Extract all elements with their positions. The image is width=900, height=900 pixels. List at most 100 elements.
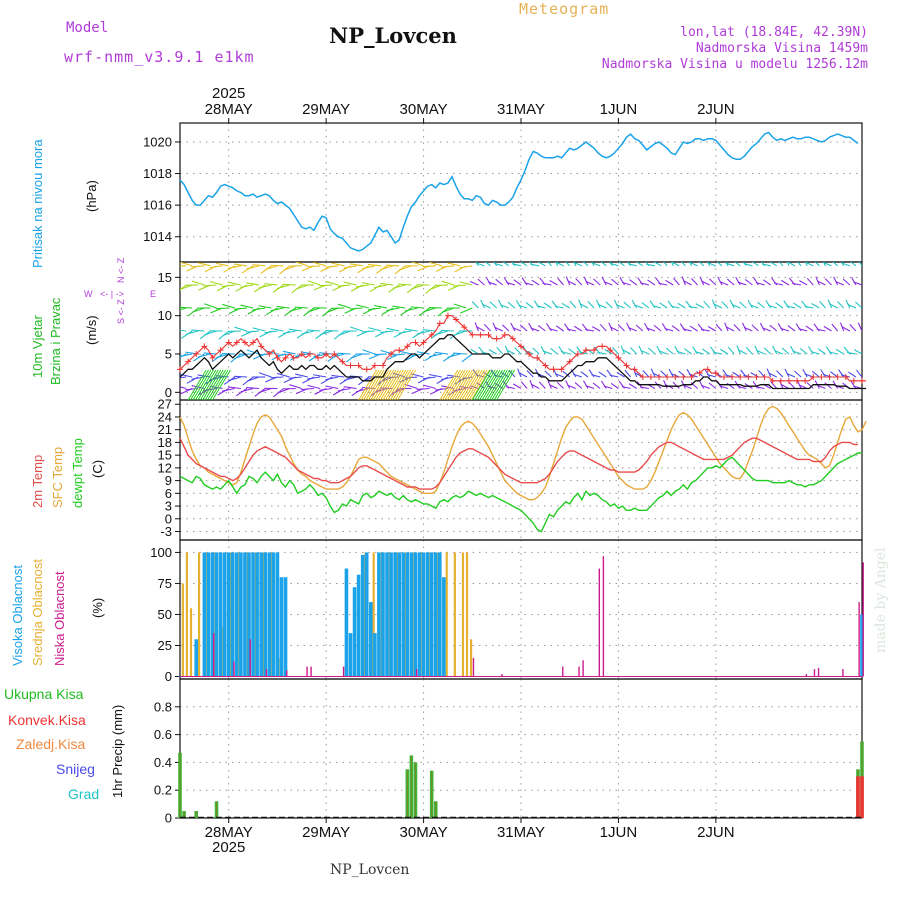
wind-barb: [501, 324, 510, 332]
wind-barb: [296, 330, 309, 339]
wind-barb: [398, 350, 412, 355]
wind-strong-hatch: [461, 369, 481, 400]
wind-barb: [520, 381, 528, 389]
wind-barb: [565, 262, 571, 267]
wind-barb: [753, 277, 759, 286]
cloud-high-bar: [389, 552, 393, 677]
cloud-high-bar: [271, 552, 276, 677]
wind-barb: [663, 262, 668, 267]
wind-gust-marker: [233, 339, 240, 346]
wind-barb: [203, 284, 217, 287]
wind-barb: [484, 262, 491, 267]
wind-gust-marker: [850, 377, 857, 384]
precip-conv-label: Konvek.Kisa: [8, 712, 86, 728]
cloud-high-bar: [344, 568, 349, 677]
wind-barb: [786, 262, 796, 267]
wind-barb: [288, 376, 302, 379]
cloud-high-bar: [356, 574, 361, 677]
wind-barb: [579, 303, 589, 309]
cloud-high-bar: [230, 552, 235, 677]
wind-barb: [841, 326, 851, 332]
wind-gust-marker: [761, 374, 768, 380]
wind-barb: [487, 281, 497, 286]
precip-frz-label: Zaledj.Kisa: [16, 736, 86, 752]
wind-gust-marker: [444, 312, 451, 319]
wind-barb: [240, 304, 254, 309]
wind-barb: [707, 262, 711, 267]
wind-barb: [646, 263, 656, 267]
temperature-ytick-label: 15: [158, 448, 172, 463]
wind-barb: [858, 262, 862, 267]
wind-barb: [307, 384, 321, 390]
wind-strong-hatch: [360, 369, 380, 400]
wind-barb: [547, 262, 552, 267]
wind-barb: [453, 284, 467, 287]
wind-barb: [204, 330, 217, 336]
wind-barb: [761, 263, 771, 267]
wind-barb: [585, 280, 595, 286]
wind-barb: [807, 346, 814, 355]
wind-strong-hatch: [449, 369, 468, 400]
wind-barb: [180, 377, 181, 378]
cloud-high-bar: [267, 552, 272, 677]
cloud-high-bar: [235, 552, 239, 677]
wind-barb: [605, 301, 613, 309]
compass-east: E: [150, 289, 157, 299]
wind-gust-marker: [404, 343, 411, 350]
wind-barb: [447, 262, 461, 267]
wind-barb: [853, 281, 862, 286]
wind-barb: [816, 328, 826, 332]
wind-gust-marker: [388, 351, 395, 357]
wind-gust-marker: [501, 331, 508, 338]
wind-barb: [603, 281, 613, 286]
wind-barb: [513, 279, 522, 286]
wind-barb: [671, 325, 680, 332]
wind-barb: [725, 326, 735, 332]
wind-barb: [441, 265, 455, 268]
cloud-mid-bar: [181, 583, 184, 677]
cloud-high-bar: [206, 552, 211, 677]
wind-barb: [264, 330, 278, 334]
day-label-top: 1JUN: [600, 101, 638, 118]
wind-barb: [215, 262, 229, 267]
wind-barb: [671, 262, 680, 267]
wind-barb: [325, 376, 339, 381]
wind-strong-hatch: [488, 369, 508, 400]
cloud-high-bar: [429, 552, 434, 677]
wind-barb: [573, 262, 583, 267]
wind-barb: [674, 346, 680, 355]
wind-barb: [855, 301, 862, 309]
wind-gust-marker: [615, 354, 622, 361]
wind-barb: [307, 307, 321, 313]
cloud-mid-bar: [469, 639, 473, 677]
wind-gust-marker: [371, 362, 378, 369]
cloud-high-bar: [368, 602, 373, 677]
wind-barb: [665, 279, 674, 286]
day-label-top: 28MAY: [205, 101, 253, 118]
model-name: wrf-nmm_v3.9.1 e1km: [64, 48, 255, 66]
wind-barb: [790, 345, 796, 355]
wind-gust-marker: [396, 347, 403, 354]
cloud-high-bar: [377, 552, 381, 677]
cloud-low-bar: [342, 666, 345, 677]
wind-barb: [721, 301, 729, 309]
wind-barb: [623, 301, 631, 309]
wind-barb: [349, 263, 363, 267]
wind-gust-marker: [420, 339, 427, 346]
wind-barb: [246, 330, 260, 333]
wind-barb: [582, 262, 589, 267]
wind-barb: [258, 305, 272, 309]
wind-barb: [411, 284, 424, 290]
wind-barb: [562, 370, 571, 378]
wind-barb: [658, 282, 668, 286]
cloud-low-bar: [862, 562, 864, 677]
cloud-low-bar: [817, 667, 820, 677]
day-label-bottom: 28MAY: [205, 824, 253, 841]
wind-barb: [828, 351, 838, 355]
precip-total-bar-core: [183, 811, 185, 818]
sfc-temp-line: [179, 405, 867, 501]
wind-barb: [698, 262, 705, 267]
wind-strong-hatch: [187, 369, 207, 400]
wind-barb: [612, 346, 619, 355]
wind-barb: [837, 301, 845, 309]
